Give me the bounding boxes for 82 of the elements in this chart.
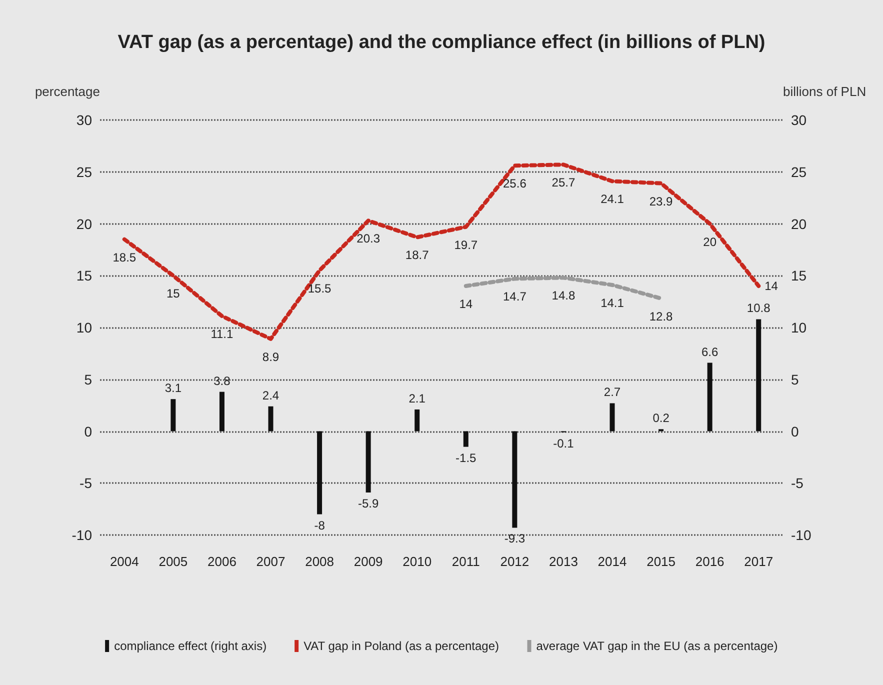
y2-tick-label: 25 [791, 164, 807, 180]
data-label: 14.8 [552, 288, 576, 303]
bar [268, 406, 274, 432]
data-label: 19.7 [454, 238, 478, 252]
y-tick-label: 5 [84, 371, 92, 388]
y-tick-label: 15 [76, 268, 92, 284]
y-tick-label: -5 [80, 475, 92, 492]
x-tick-label: 2008 [305, 554, 334, 569]
x-tick-label: 2011 [452, 554, 480, 569]
y2-tick-label: -10 [791, 527, 812, 543]
data-label: 8.9 [262, 350, 280, 364]
data-label: 3.1 [164, 381, 182, 396]
y-tick-label: 25 [76, 164, 92, 180]
data-label: 15 [166, 286, 180, 301]
bar [756, 319, 762, 432]
legend-label: VAT gap in Poland (as a percentage) [304, 639, 500, 653]
data-label: 6.6 [701, 344, 718, 359]
chart-title: VAT gap (as a percentage) and the compliance effect (in billions of PLN) [118, 32, 766, 53]
x-tick-label: 2010 [402, 554, 432, 569]
y-tick-label: -10 [72, 527, 92, 543]
bar [610, 403, 615, 432]
x-tick-label: 2009 [354, 554, 383, 569]
data-label: 20.3 [356, 232, 380, 246]
x-tick-label: 2012 [500, 554, 530, 569]
y-axis-title: percentage [34, 84, 100, 99]
legend-label: average VAT gap in the EU (as a percentage) [536, 639, 778, 653]
x-tick-label: 2014 [598, 554, 627, 569]
y2-tick-label: 10 [791, 320, 807, 336]
x-tick-label: 2005 [158, 554, 188, 569]
data-label: 14 [459, 297, 473, 311]
data-label: 10.8 [746, 301, 771, 316]
x-tick-label: 2017 [744, 554, 774, 569]
data-label: 12.8 [649, 309, 674, 324]
data-label: 18.5 [112, 250, 136, 264]
y-tick-label: 20 [76, 216, 92, 232]
bar [366, 431, 371, 492]
data-label: 15.5 [308, 281, 332, 296]
data-label: 14 [764, 279, 778, 293]
y2-tick-label: 15 [791, 268, 807, 284]
data-label: 14.7 [503, 290, 527, 304]
data-label: 25.7 [552, 176, 576, 190]
bar [317, 431, 322, 514]
data-label: -9.3 [504, 532, 526, 546]
data-label: 2.7 [604, 385, 621, 400]
y2-tick-label: 20 [791, 216, 807, 232]
line-series [464, 276, 664, 300]
y2-tick-label: 5 [791, 371, 799, 388]
y2-axis-title: billions of PLN [783, 84, 866, 99]
bar [219, 392, 224, 432]
y-tick-label: 30 [76, 112, 92, 128]
data-label: 18.7 [405, 248, 430, 262]
data-label: 3.8 [214, 374, 231, 388]
data-label: 24.1 [600, 192, 624, 206]
y2-tick-label: 30 [791, 112, 807, 128]
x-tick-label: 2016 [695, 554, 724, 569]
data-label: 0.2 [652, 411, 670, 426]
data-label: 2.1 [408, 391, 426, 406]
y-tick-label: 10 [76, 320, 92, 336]
x-tick-label: 2007 [256, 554, 286, 569]
x-tick-label: 2004 [110, 554, 139, 569]
bar [512, 431, 518, 528]
data-label: 11.1 [210, 327, 234, 342]
data-label: 25.6 [503, 176, 527, 191]
data-label: 20 [703, 234, 717, 249]
data-label: 23.9 [649, 194, 674, 208]
data-label: -0.1 [553, 436, 574, 450]
x-tick-label: 2013 [549, 554, 578, 569]
y2-tick-label: 0 [791, 423, 799, 440]
bar [170, 399, 176, 432]
data-label: -8 [314, 518, 326, 532]
x-tick-label: 2015 [646, 554, 676, 569]
y2-tick-label: -5 [791, 475, 804, 492]
legend-label: compliance effect (right axis) [114, 639, 267, 653]
bar [463, 431, 468, 447]
bar [707, 362, 712, 432]
y-tick-label: 0 [84, 423, 92, 440]
x-tick-label: 2006 [208, 554, 236, 569]
bar [414, 409, 420, 432]
data-label: -1.5 [456, 450, 477, 465]
data-label: -5.9 [358, 496, 379, 510]
data-label: 2.4 [262, 388, 280, 402]
data-label: 14.1 [600, 296, 624, 310]
